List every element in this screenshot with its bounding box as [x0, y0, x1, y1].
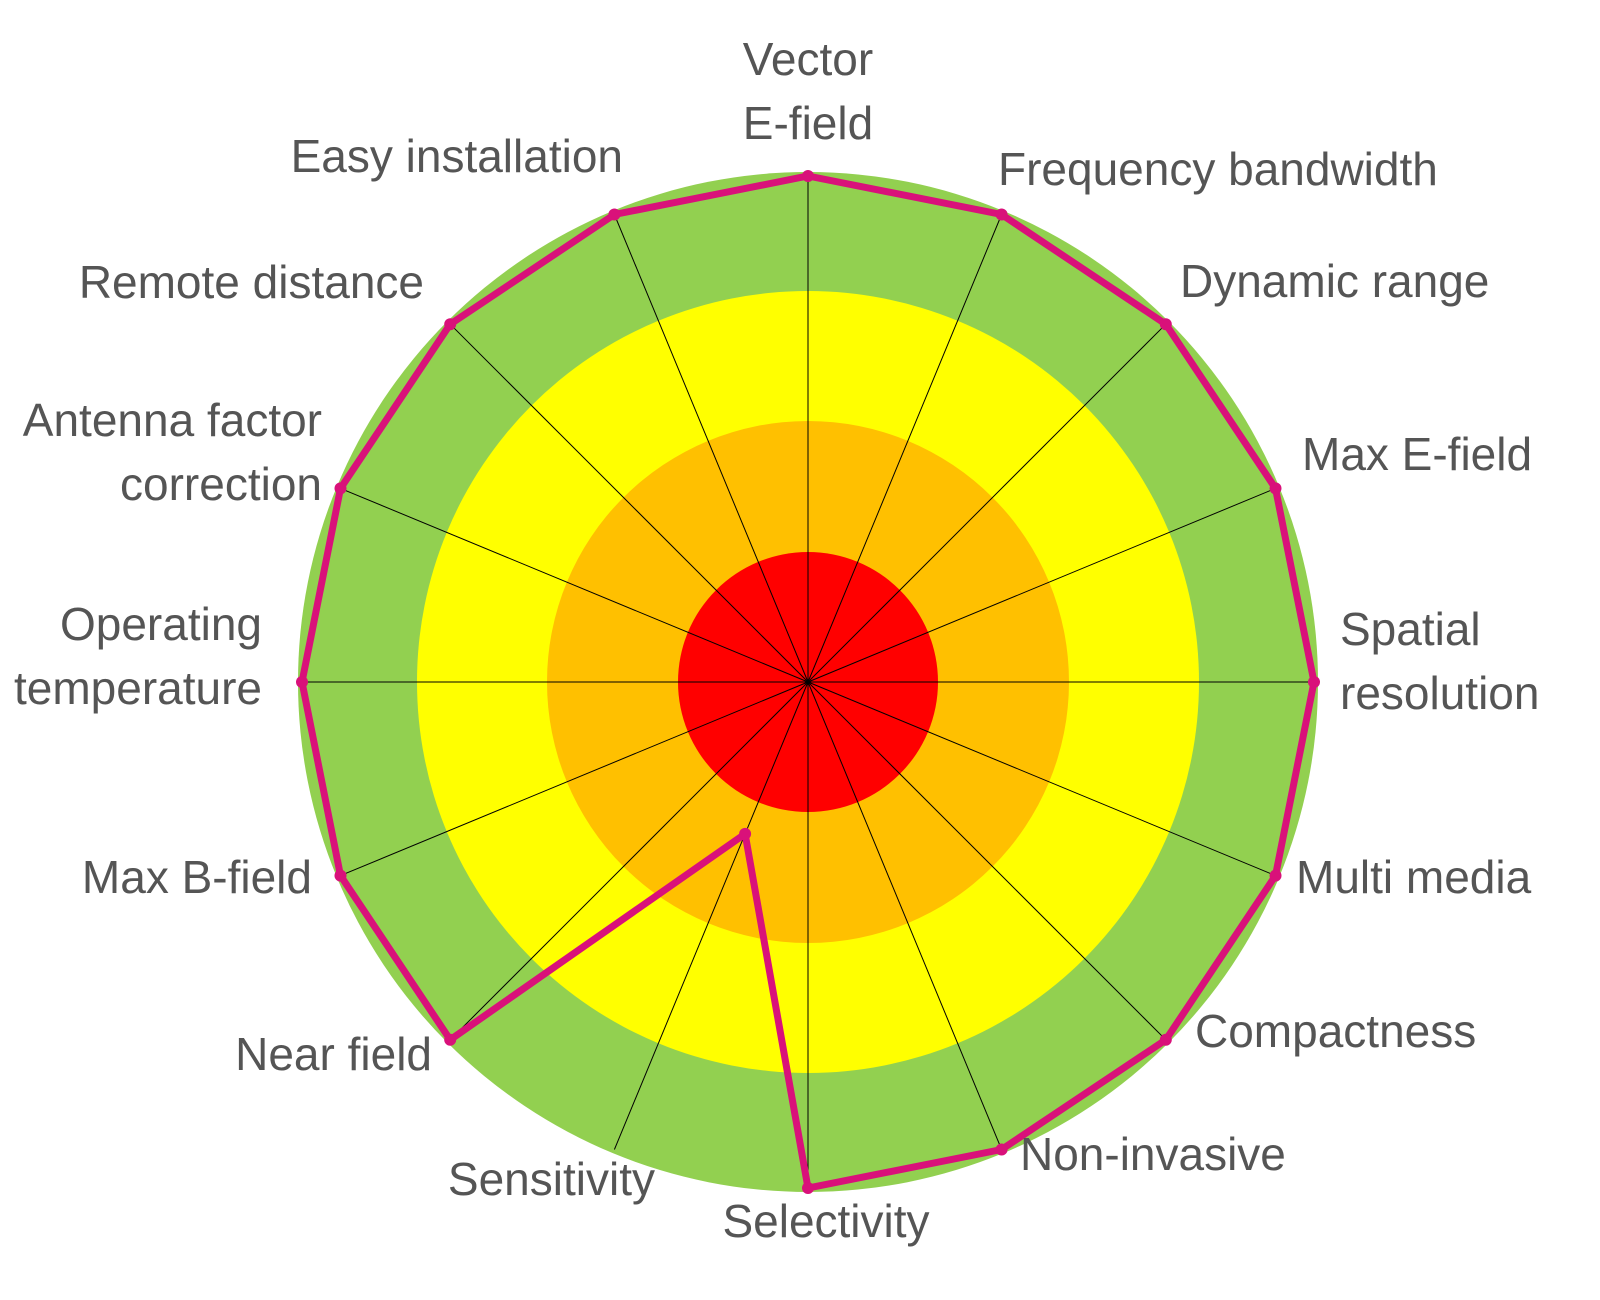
data-point-12	[296, 676, 308, 688]
spoke-15	[613, 214, 809, 683]
axis-label-line: Non-invasive	[1020, 1128, 1286, 1180]
spoke-11	[340, 681, 809, 877]
spoke-3	[807, 487, 1276, 683]
axis-label-line: Compactness	[1195, 1005, 1476, 1057]
data-point-9	[739, 827, 752, 840]
axis-label-7: Non-invasive	[1020, 1128, 1286, 1180]
data-point-1	[995, 208, 1008, 221]
axis-label-line: temperature	[14, 662, 262, 714]
axis-label-10: Near field	[235, 1028, 432, 1080]
axis-label-line: Selectivity	[722, 1195, 929, 1247]
spoke-1	[807, 214, 1003, 683]
axis-labels: Vector E-field Frequency bandwidth Dynamic …	[14, 33, 1539, 1247]
axis-label-1: Frequency bandwidth	[998, 143, 1438, 195]
axis-label-line: Remote distance	[79, 256, 424, 308]
data-point-14	[444, 318, 457, 331]
spoke-5	[807, 681, 1276, 877]
axis-label-line: Operating	[60, 598, 262, 650]
data-point-13	[334, 482, 347, 495]
axis-label-15: Easy installation	[291, 130, 623, 182]
axis-label-line: correction	[120, 458, 322, 510]
axis-label-14: Remote distance	[79, 256, 424, 308]
spoke-6	[807, 681, 1167, 1041]
axis-label-line: Max B-field	[82, 851, 312, 903]
spoke-9	[613, 681, 809, 1150]
spoke-7	[807, 681, 1003, 1150]
axis-label-8: Selectivity	[722, 1195, 929, 1247]
data-point-0	[802, 170, 814, 182]
axis-label-2: Dynamic range	[1180, 255, 1489, 307]
axis-label-line: E-field	[743, 97, 873, 149]
axis-label-12: Operating temperature	[14, 598, 262, 714]
axis-label-line: Spatial	[1340, 603, 1481, 655]
axis-label-4: Spatial resolution	[1340, 603, 1539, 719]
axis-label-line: Easy installation	[291, 130, 623, 182]
axis-label-6: Compactness	[1195, 1005, 1476, 1057]
data-point-3	[1269, 482, 1282, 495]
data-point-11	[334, 869, 347, 882]
axis-spokes	[302, 176, 1314, 1188]
data-point-15	[608, 208, 621, 221]
axis-label-line: Vector	[743, 33, 873, 85]
axis-label-13: Antenna factor correction	[23, 394, 322, 510]
data-point-10	[444, 1033, 457, 1046]
spoke-2	[807, 323, 1167, 683]
spoke-14	[449, 323, 809, 683]
axis-label-line: Max E-field	[1302, 428, 1532, 480]
series-layer	[296, 170, 1320, 1194]
axis-label-line: resolution	[1340, 667, 1539, 719]
axis-label-line: Antenna factor	[23, 394, 322, 446]
axis-label-3: Max E-field	[1302, 428, 1532, 480]
spoke-10	[449, 681, 809, 1041]
axis-label-5: Multi media	[1296, 851, 1532, 903]
data-point-7	[995, 1143, 1008, 1156]
axis-label-11: Max B-field	[82, 851, 312, 903]
axis-label-line: Near field	[235, 1028, 432, 1080]
data-point-2	[1159, 318, 1172, 331]
data-point-6	[1159, 1033, 1172, 1046]
axis-label-0: Vector E-field	[743, 33, 873, 149]
spoke-13	[340, 487, 809, 683]
axis-label-9: Sensitivity	[448, 1153, 655, 1205]
data-point-5	[1269, 869, 1282, 882]
axis-label-line: Frequency bandwidth	[998, 143, 1438, 195]
data-point-4	[1308, 676, 1320, 688]
axis-label-line: Dynamic range	[1180, 255, 1489, 307]
axis-label-line: Multi media	[1296, 851, 1532, 903]
data-point-8	[802, 1182, 814, 1194]
axis-label-line: Sensitivity	[448, 1153, 655, 1205]
